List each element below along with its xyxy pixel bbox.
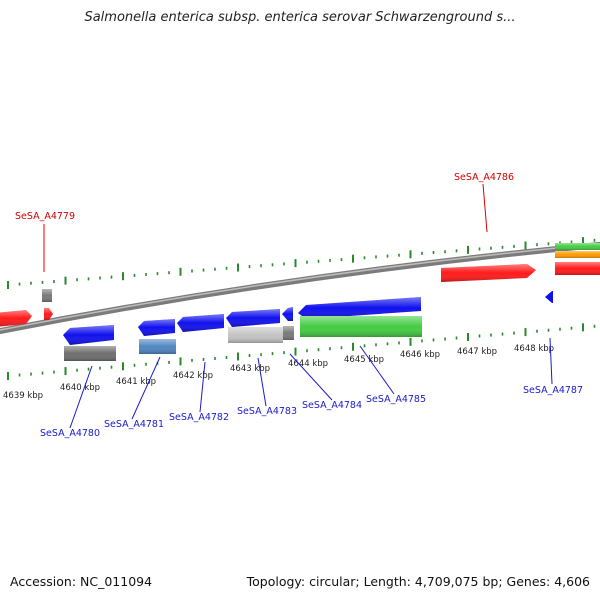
kbp-tick-label: 4644 kbp: [288, 359, 328, 369]
gene-sesa-a4779-arrow[interactable]: [44, 308, 53, 320]
genome-backbone-highlight: [0, 243, 600, 331]
gene-sesa-a4780-arrow[interactable]: [63, 325, 114, 345]
reverse-genes: [63, 291, 553, 361]
gene-sesa-a4785-block[interactable]: [300, 316, 422, 337]
gene-arrow[interactable]: [0, 310, 32, 327]
kbp-tick-label: 4643 kbp: [230, 364, 270, 374]
gene-label-sesa-a4787[interactable]: SeSA_A4787: [523, 385, 583, 396]
genome-backbone: [0, 241, 600, 335]
genome-summary-text: Topology: circular; Length: 4,709,075 bp…: [246, 574, 590, 589]
gene-sesa-a4781-block[interactable]: [139, 339, 176, 354]
kbp-tick-label: 4642 kbp: [173, 371, 213, 381]
gene-sesa-a4784-arrow[interactable]: [282, 307, 293, 321]
accession-text: Accession: NC_011094: [10, 574, 153, 589]
gene-sesa-a4784-block[interactable]: [283, 326, 294, 340]
kbp-tick-labels: 4639 kbp 4640 kbp 4641 kbp 4642 kbp 4643…: [3, 344, 554, 401]
gene-label-sesa-a4786[interactable]: SeSA_A4786: [454, 172, 514, 183]
gene-labels: SeSA_A4779 SeSA_A4786 SeSA_A4780 SeSA_A4…: [15, 172, 583, 439]
kbp-tick-label: 4640 kbp: [60, 383, 100, 393]
gene-label-sesa-a4784[interactable]: SeSA_A4784: [302, 400, 362, 411]
kbp-tick-label: 4639 kbp: [3, 391, 43, 401]
gene-sesa-a4781-arrow[interactable]: [138, 319, 175, 336]
gene-sesa-a4787-arrow[interactable]: [545, 291, 553, 303]
kbp-tick-label: 4646 kbp: [400, 350, 440, 360]
kbp-tick-label: 4641 kbp: [116, 377, 156, 387]
gene-orange-arrow-right[interactable]: [555, 251, 600, 258]
gene-gray-block[interactable]: [42, 289, 52, 302]
gene-sesa-a4783-arrow[interactable]: [226, 309, 280, 327]
gene-label-sesa-a4780[interactable]: SeSA_A4780: [40, 428, 100, 439]
label-leader-lines: [43, 183, 553, 429]
gene-label-sesa-a4782[interactable]: SeSA_A4782: [169, 412, 229, 423]
kbp-tick-label: 4645 kbp: [344, 355, 384, 365]
genome-title: Salmonella enterica subsp. enterica sero…: [84, 10, 516, 25]
gene-sesa-a4786-arrow[interactable]: [441, 264, 536, 282]
forward-strand-ruler: [7, 237, 596, 289]
gene-label-sesa-a4781[interactable]: SeSA_A4781: [104, 419, 164, 430]
gene-red-arrow-right[interactable]: [555, 262, 600, 275]
gene-label-sesa-a4779[interactable]: SeSA_A4779: [15, 211, 75, 222]
forward-genes: [0, 243, 600, 327]
gene-sesa-a4785-arrow[interactable]: [298, 297, 421, 319]
gene-sesa-a4780-block[interactable]: [64, 346, 116, 361]
reverse-strand-ruler: [7, 323, 596, 380]
kbp-tick-label: 4647 kbp: [457, 347, 497, 357]
gene-label-sesa-a4783[interactable]: SeSA_A4783: [237, 406, 297, 417]
gene-sesa-a4783-block[interactable]: [228, 327, 283, 343]
kbp-tick-label: 4648 kbp: [514, 344, 554, 354]
gene-label-sesa-a4785[interactable]: SeSA_A4785: [366, 394, 426, 405]
gene-sesa-a4782-arrow[interactable]: [177, 314, 224, 332]
gene-green-arrow-right[interactable]: [555, 243, 600, 250]
